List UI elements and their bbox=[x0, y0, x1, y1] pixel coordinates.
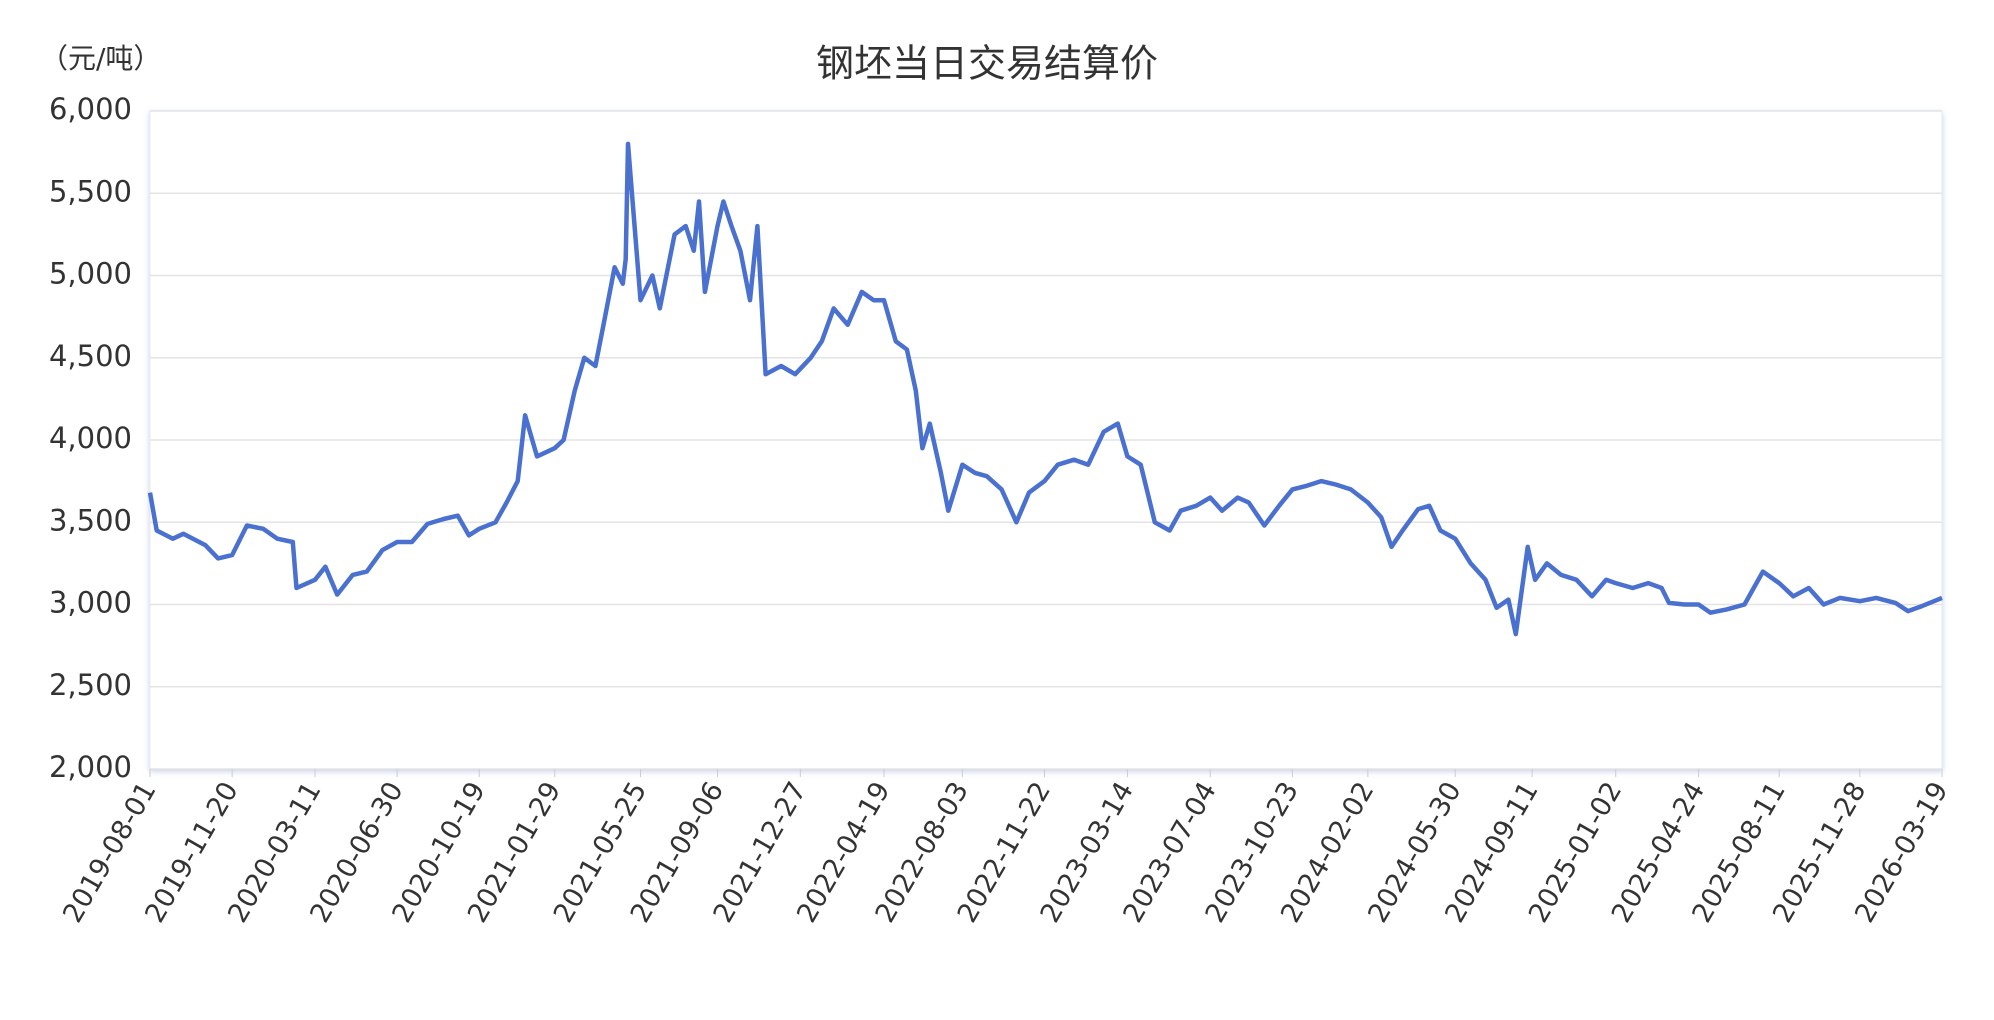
y-axis-label: （元/吨） bbox=[40, 42, 161, 75]
y-tick-label: 2,000 bbox=[49, 750, 132, 784]
y-tick-label: 6,000 bbox=[49, 92, 132, 126]
y-tick-label: 5,500 bbox=[49, 174, 132, 208]
y-tick-label: 3,500 bbox=[49, 503, 132, 537]
y-tick-label: 2,500 bbox=[49, 668, 132, 702]
y-tick-label: 3,000 bbox=[49, 586, 132, 620]
y-tick-label: 4,000 bbox=[49, 421, 132, 455]
y-tick-label: 5,000 bbox=[49, 257, 132, 291]
chart-title: 钢坯当日交易结算价 bbox=[816, 42, 1158, 86]
price-line bbox=[147, 141, 1943, 637]
y-tick-label: 4,500 bbox=[49, 339, 132, 373]
